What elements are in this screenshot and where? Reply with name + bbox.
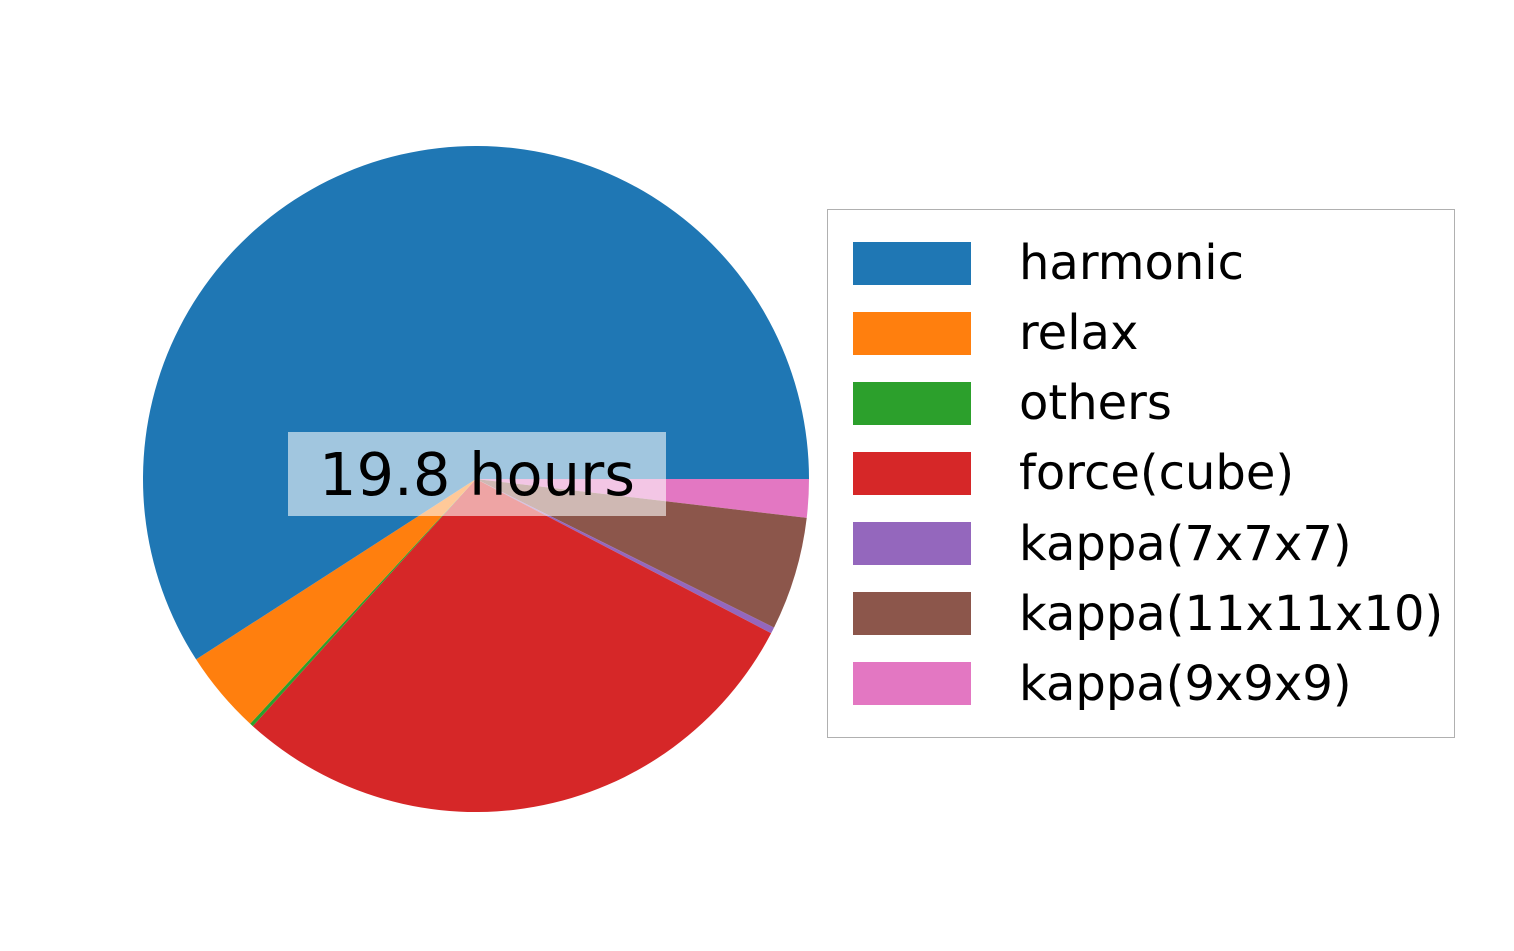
legend-swatch-icon-others — [853, 381, 971, 425]
pie-wedge-group — [143, 146, 810, 813]
legend-label-kappa-7x7x7: kappa(7x7x7) — [1019, 515, 1352, 572]
legend-label-kappa-11x11x10: kappa(11x11x10) — [1019, 585, 1444, 642]
legend-item-kappa-7x7x7[interactable]: kappa(7x7x7) — [828, 513, 1454, 575]
pie-wedge-relax[interactable] — [196, 479, 476, 724]
legend-swatch-icon-kappa-7x7x7 — [853, 522, 971, 566]
center-label: 19.8 hours — [318, 439, 635, 509]
legend-swatch-icon-force-cube — [853, 451, 971, 495]
legend-label-relax: relax — [1019, 305, 1139, 362]
pie-wedge-forcecube[interactable] — [252, 479, 772, 813]
pie-wedge-others[interactable] — [250, 479, 476, 727]
legend-swatch-icon-relax — [853, 311, 971, 355]
legend-swatch-icon-kappa-11x11x10 — [853, 592, 971, 636]
legend: harmonic relax others force(cube) kappa(… — [827, 209, 1455, 738]
pie-wedge-kappa11x11x10[interactable] — [476, 479, 807, 628]
legend-item-kappa-11x11x10[interactable]: kappa(11x11x10) — [828, 583, 1454, 645]
legend-item-kappa-9x9x9[interactable]: kappa(9x9x9) — [828, 653, 1454, 715]
legend-label-force-cube: force(cube) — [1019, 445, 1295, 502]
center-label-background — [288, 432, 666, 516]
legend-item-force-cube[interactable]: force(cube) — [828, 442, 1454, 504]
legend-swatch-icon-harmonic — [853, 241, 971, 285]
legend-swatch-icon-kappa-9x9x9 — [853, 662, 971, 706]
legend-label-others: others — [1019, 375, 1172, 432]
pie-wedge-kappa7x7x7[interactable] — [476, 479, 775, 634]
legend-list: harmonic relax others force(cube) kappa(… — [828, 232, 1454, 715]
legend-item-relax[interactable]: relax — [828, 302, 1454, 364]
legend-label-harmonic: harmonic — [1019, 235, 1244, 291]
legend-label-kappa-9x9x9: kappa(9x9x9) — [1019, 655, 1352, 712]
legend-item-harmonic[interactable]: harmonic — [828, 232, 1454, 294]
pie-wedge-harmonic[interactable] — [143, 146, 810, 660]
legend-item-others[interactable]: others — [828, 372, 1454, 434]
